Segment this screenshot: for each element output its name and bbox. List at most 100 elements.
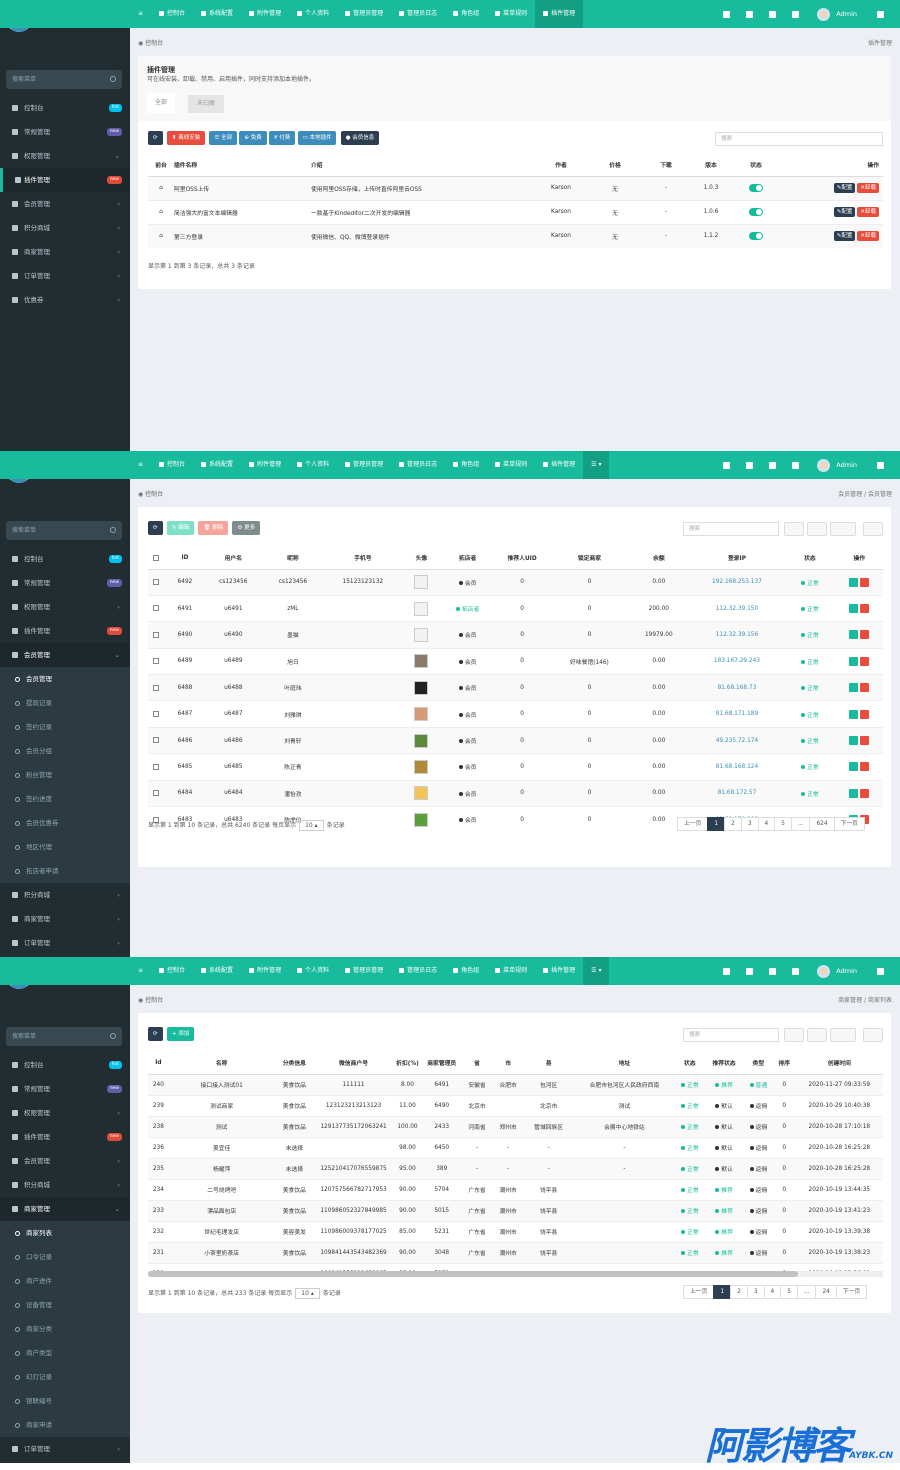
- trash-icon[interactable]: [746, 461, 754, 469]
- filter-all-button[interactable]: ☰ 全部: [209, 131, 238, 145]
- row-checkbox[interactable]: [153, 763, 160, 770]
- tab-profile[interactable]: 个人资料: [289, 451, 337, 479]
- tab-roles[interactable]: 角色组: [445, 957, 487, 985]
- submenu-unionpay-ids[interactable]: 银联编号: [0, 1389, 130, 1413]
- delete-icon[interactable]: [860, 709, 870, 719]
- toggle-view-button[interactable]: [784, 522, 804, 536]
- submenu-contract-records[interactable]: 签约记录: [0, 715, 130, 739]
- header-avatar[interactable]: [817, 458, 831, 472]
- edit-icon[interactable]: [849, 736, 859, 746]
- sidebar-item-general[interactable]: 常规管理 new: [0, 120, 130, 144]
- submenu-member-coupons[interactable]: 会员优惠券: [0, 811, 130, 835]
- page-5-button[interactable]: 5: [780, 1285, 798, 1299]
- tab-admin-log[interactable]: 管理员日志: [391, 957, 445, 985]
- tab-menu-rules[interactable]: 菜单规则: [487, 451, 535, 479]
- add-button[interactable]: + 添加: [166, 1027, 195, 1041]
- offline-install-button[interactable]: ⬆ 离线安装: [166, 131, 206, 145]
- member-info-button[interactable]: ● 会员信息: [340, 131, 380, 145]
- row-checkbox[interactable]: [153, 684, 160, 691]
- page-5-button[interactable]: 5: [774, 817, 792, 831]
- tab-admins[interactable]: 管理员管理: [337, 957, 391, 985]
- submenu-fans[interactable]: 粉丝管理: [0, 763, 130, 787]
- local-plugins-button[interactable]: ▭ 本地插件: [297, 131, 337, 145]
- columns-button[interactable]: [807, 522, 827, 536]
- submenu-region-agent[interactable]: 地区代理: [0, 835, 130, 859]
- home-icon[interactable]: [723, 967, 731, 975]
- tab-attachments[interactable]: 附件管理: [241, 451, 289, 479]
- tab-system-config[interactable]: 系统配置: [193, 957, 241, 985]
- columns-button[interactable]: [807, 1028, 827, 1042]
- sidebar-item-coupons[interactable]: 优惠券 ‹: [0, 288, 130, 312]
- tab-more-dropdown[interactable]: ☰ ▾: [583, 451, 610, 479]
- sidebar-item-dashboard[interactable]: 控制台 hot: [0, 1053, 130, 1077]
- uninstall-button[interactable]: ✕卸载: [857, 183, 879, 193]
- edit-icon[interactable]: [849, 656, 859, 666]
- sidebar-item-plugins[interactable]: 插件管理 new: [0, 1125, 130, 1149]
- sidebar-item-merchants[interactable]: 商家管理 ‹: [0, 240, 130, 264]
- tab-plugins[interactable]: 插件管理: [535, 957, 583, 985]
- prev-page-button[interactable]: 上一页: [677, 817, 709, 831]
- avatar-thumbnail[interactable]: [414, 812, 429, 827]
- tab-attachments[interactable]: 附件管理: [241, 957, 289, 985]
- next-page-button[interactable]: 下一页: [835, 1285, 868, 1299]
- edit-icon[interactable]: [849, 788, 859, 798]
- submenu-merchant-list[interactable]: 商家列表: [0, 1221, 130, 1245]
- delete-icon[interactable]: [860, 683, 870, 693]
- sidebar-item-orders[interactable]: 订单管理 ‹: [0, 1437, 130, 1461]
- page-4-button[interactable]: 4: [757, 817, 776, 831]
- sidebar-item-plugins[interactable]: 插件管理 new: [0, 619, 130, 643]
- plugin-search-input[interactable]: 搜索: [715, 132, 883, 146]
- tab-plugins[interactable]: 插件管理: [535, 451, 583, 479]
- edit-icon[interactable]: [849, 683, 859, 693]
- tab-profile[interactable]: 个人资料: [289, 0, 337, 28]
- submenu-withdraw-records[interactable]: 提现记录: [0, 691, 130, 715]
- menu-toggle-icon[interactable]: ≡: [138, 10, 144, 17]
- row-checkbox[interactable]: [153, 658, 160, 665]
- refresh-button[interactable]: ⟳: [148, 521, 163, 535]
- avatar-thumbnail[interactable]: [414, 733, 429, 748]
- member-search-input[interactable]: 搜索: [683, 522, 779, 536]
- sidebar-item-orders[interactable]: 订单管理 ‹: [0, 264, 130, 288]
- sidebar-item-auth[interactable]: 权限管理 ‹: [0, 595, 130, 619]
- avatar-thumbnail[interactable]: [414, 601, 429, 616]
- page-2-button[interactable]: 2: [730, 1285, 748, 1299]
- page-last-button[interactable]: 624: [809, 817, 835, 831]
- status-toggle[interactable]: [749, 232, 763, 241]
- header-avatar[interactable]: [817, 964, 831, 978]
- submenu-merchant-types[interactable]: 商户类型: [0, 1341, 130, 1365]
- home-icon[interactable]: ⌂: [148, 223, 174, 248]
- tab-dashboard[interactable]: 控制台: [151, 451, 193, 479]
- toggle-view-button[interactable]: [784, 1028, 804, 1042]
- refresh-button[interactable]: ⟳: [148, 1027, 163, 1041]
- avatar-thumbnail[interactable]: [414, 627, 429, 642]
- avatar-thumbnail[interactable]: [414, 707, 429, 722]
- next-page-button[interactable]: 下一页: [833, 817, 865, 831]
- fullscreen-icon[interactable]: [792, 461, 800, 469]
- avatar-thumbnail[interactable]: [414, 654, 429, 669]
- tab-profile[interactable]: 个人资料: [289, 957, 337, 985]
- breadcrumb[interactable]: ◉ 控制台: [138, 997, 164, 1004]
- sidebar-item-members[interactable]: 会员管理 ‹: [0, 192, 130, 216]
- sidebar-item-dashboard[interactable]: 控制台 hot: [0, 547, 130, 571]
- submenu-slides[interactable]: 幻灯记录: [0, 1365, 130, 1389]
- edit-icon[interactable]: [849, 604, 859, 614]
- page-last-button[interactable]: 24: [815, 1285, 837, 1299]
- menu-search-input[interactable]: 搜索菜单: [6, 521, 122, 540]
- tab-dashboard[interactable]: 控制台: [151, 957, 193, 985]
- avatar-thumbnail[interactable]: [414, 680, 429, 695]
- submenu-merchant-apply[interactable]: 商家申请: [0, 1413, 130, 1437]
- search-button[interactable]: [863, 1028, 883, 1042]
- avatar-thumbnail[interactable]: [414, 759, 429, 774]
- prev-page-button[interactable]: 上一页: [683, 1285, 715, 1299]
- row-checkbox[interactable]: [153, 710, 160, 717]
- tab-system-config[interactable]: 系统配置: [193, 451, 241, 479]
- page-3-button[interactable]: 3: [746, 1285, 765, 1299]
- sidebar-item-points-mall[interactable]: 积分商城 ‹: [0, 1173, 130, 1197]
- fullscreen-icon[interactable]: [792, 967, 800, 975]
- edit-button[interactable]: ✎ 编辑: [166, 521, 195, 535]
- search-button[interactable]: [863, 522, 883, 536]
- submenu-devices[interactable]: 设备管理: [0, 1293, 130, 1317]
- fullscreen-icon[interactable]: [792, 10, 800, 18]
- delete-icon[interactable]: [860, 630, 870, 640]
- tab-admins[interactable]: 管理员管理: [337, 0, 391, 28]
